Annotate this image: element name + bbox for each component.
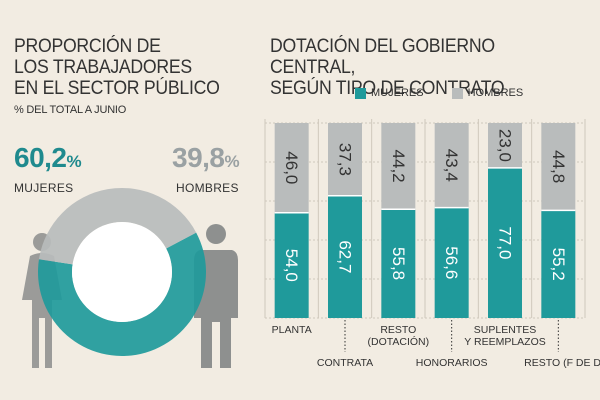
bar-women-2	[381, 209, 416, 318]
legend: MUJERES HOMBRES	[355, 87, 551, 99]
bar-label-women-2: 55,8	[389, 247, 408, 280]
donut-chart	[37, 188, 206, 357]
category-label-1-line-0: CONTRATA	[317, 357, 373, 369]
women-percentage: 60,2%	[14, 142, 82, 174]
women-percentage-sign: %	[66, 152, 82, 171]
women-percentage-value: 60,2	[14, 142, 67, 173]
category-label-4-line-1: Y REEMPLAZOS	[464, 336, 546, 348]
left-title-line-2: LOS TRABAJADORES	[14, 57, 192, 78]
category-label-5-line-0: RESTO (F DE D)	[524, 357, 600, 369]
donut-slice-women	[37, 232, 206, 357]
bar-men-4	[488, 123, 522, 168]
left-chart-subtitle: % DEL TOTAL A JUNIO	[14, 104, 127, 116]
bar-label-men-2: 44,2	[389, 150, 408, 183]
legend-item-men: HOMBRES	[451, 87, 524, 99]
donut-slice-men	[38, 188, 197, 265]
bar-men-1	[328, 123, 362, 196]
donut-hole	[72, 222, 172, 322]
bar-men-3	[434, 123, 469, 208]
legend-swatch-women	[355, 87, 366, 99]
bar-label-men-0: 46,0	[282, 151, 301, 184]
bar-men-0	[274, 123, 309, 213]
stacked-bar-chart: 54,0 46,0 PLANTA 62,7 37,3 CONTRATA 55,8 44,2 RE…	[264, 119, 600, 369]
bar-label-men-3: 43,4	[442, 149, 461, 182]
bar-women-5	[541, 210, 576, 318]
category-label-4-line-0: SUPLENTES	[474, 324, 536, 336]
left-title-line-3: EN EL SECTOR PÚBLICO	[14, 78, 220, 99]
category-label-0-line-0: PLANTA	[272, 324, 312, 336]
men-percentage-sign: %	[224, 152, 240, 171]
bar-men-5	[541, 123, 576, 211]
right-title-line-1: DOTACIÓN DEL GOBIERNO CENTRAL,	[270, 36, 495, 78]
left-chart-title: PROPORCIÓN DE LOS TRABAJADORES EN EL SEC…	[14, 36, 228, 99]
legend-swatch-men	[451, 87, 463, 99]
bar-women-1	[328, 195, 362, 318]
category-label-2-line-0: RESTO	[380, 324, 416, 336]
category-label-2-line-1: (DOTACIÓN)	[368, 335, 430, 348]
bar-label-women-0: 54,0	[282, 249, 301, 282]
bar-label-women-5: 55,2	[549, 248, 568, 281]
right-chart-title: DOTACIÓN DEL GOBIERNO CENTRAL, SEGÚN TIP…	[270, 36, 568, 99]
bar-label-women-3: 56,6	[442, 246, 461, 279]
bar-label-women-1: 62,7	[336, 240, 355, 273]
bar-women-0	[274, 212, 309, 318]
bar-women-4	[488, 167, 522, 318]
bar-men-2	[381, 123, 416, 210]
bar-women-3	[434, 207, 469, 318]
legend-label-women: MUJERES	[371, 87, 424, 99]
bar-label-men-4: 23,0	[496, 129, 515, 162]
men-percentage: 39,8%	[172, 142, 240, 174]
right-title-line-2: SEGÚN TIPO DE CONTRATO	[270, 78, 505, 99]
men-label: HOMBRES	[176, 181, 239, 195]
legend-item-women: MUJERES	[355, 87, 424, 99]
bar-label-men-1: 37,3	[336, 143, 355, 176]
bar-label-women-4: 77,0	[496, 226, 515, 259]
man-figure-head-icon	[206, 224, 226, 244]
women-label: MUJERES	[14, 181, 74, 195]
men-percentage-value: 39,8	[172, 142, 225, 173]
legend-label-men: HOMBRES	[467, 87, 524, 99]
left-title-line-1: PROPORCIÓN DE	[14, 36, 161, 57]
bar-label-men-5: 44,8	[549, 150, 568, 183]
category-label-3-line-0: HONORARIOS	[416, 357, 488, 369]
